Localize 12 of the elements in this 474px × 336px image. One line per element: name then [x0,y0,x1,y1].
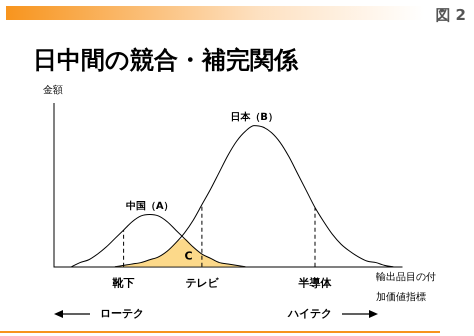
chart-title: 日中間の競合・補完関係 [33,45,298,76]
x-tick-label: 半導体 [298,276,332,290]
x-tick-label: テレビ [185,276,220,290]
series-label: 中国（A） [126,200,174,212]
text: ローテク [100,306,144,321]
caption: 図 2 [435,6,466,25]
series-label: C [184,250,193,263]
text: ハイテク [288,306,332,321]
y-axis-title: 金額 [43,84,63,97]
series-label: 日本（B） [230,111,278,124]
x-axis-title: 輸出品目の付加価値指標 [376,270,437,305]
x-tick-label: 靴下 [112,276,135,290]
